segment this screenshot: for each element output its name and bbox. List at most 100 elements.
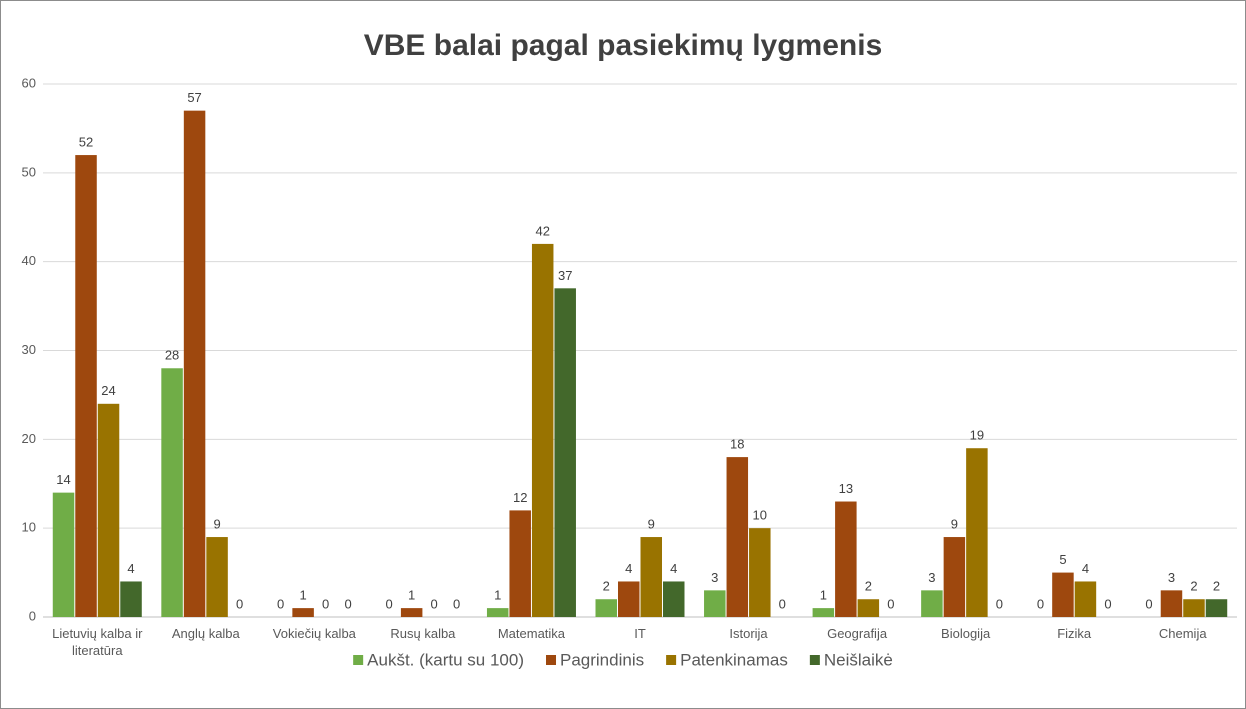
data-label: 3 bbox=[711, 570, 718, 585]
data-label: 0 bbox=[386, 596, 393, 611]
bar bbox=[1052, 572, 1074, 617]
y-tick-label: 0 bbox=[29, 608, 36, 623]
data-label: 2 bbox=[1213, 579, 1220, 594]
data-label: 1 bbox=[408, 588, 415, 603]
data-label: 24 bbox=[101, 383, 115, 398]
data-label: 42 bbox=[535, 223, 549, 238]
bar bbox=[1160, 590, 1183, 617]
bar bbox=[554, 288, 576, 617]
legend-label: Aukšt. (kartu su 100) bbox=[367, 650, 524, 669]
x-tick-label: Biologija bbox=[941, 626, 991, 641]
data-label: 0 bbox=[996, 596, 1003, 611]
x-tick-label: Rusų kalba bbox=[390, 626, 456, 641]
bar bbox=[1183, 599, 1205, 617]
legend-swatch bbox=[666, 655, 677, 665]
data-label: 9 bbox=[213, 516, 220, 531]
x-tick-label: Fizika bbox=[1057, 626, 1092, 641]
data-label: 0 bbox=[1037, 596, 1044, 611]
data-label: 0 bbox=[1145, 596, 1152, 611]
data-label: 18 bbox=[730, 437, 744, 452]
x-tick-label: Geografija bbox=[827, 626, 888, 641]
y-tick-label: 40 bbox=[22, 253, 36, 268]
data-label: 4 bbox=[127, 561, 134, 576]
bar bbox=[704, 590, 726, 617]
data-label: 19 bbox=[970, 428, 984, 443]
legend-label: Pagrindinis bbox=[560, 650, 644, 669]
data-label: 3 bbox=[1168, 570, 1175, 585]
data-label: 0 bbox=[779, 596, 786, 611]
bar bbox=[726, 457, 749, 617]
y-tick-label: 30 bbox=[22, 342, 36, 357]
data-label: 1 bbox=[299, 588, 306, 603]
bar bbox=[183, 110, 206, 618]
legend-swatch bbox=[353, 655, 364, 665]
data-label: 0 bbox=[1104, 596, 1111, 611]
data-label: 1 bbox=[820, 588, 827, 603]
data-label: 3 bbox=[928, 570, 935, 585]
x-tick-label: Anglų kalba bbox=[171, 626, 240, 641]
bar bbox=[1074, 581, 1097, 617]
data-label: 28 bbox=[165, 348, 179, 363]
bar bbox=[52, 492, 75, 617]
data-label: 14 bbox=[56, 472, 70, 487]
x-tick-label: Lietuvių kalba ir literatūra bbox=[52, 626, 143, 658]
bar bbox=[857, 599, 880, 617]
data-label: 0 bbox=[277, 596, 284, 611]
bar bbox=[97, 403, 120, 617]
data-label: 57 bbox=[187, 90, 201, 105]
legend-swatch bbox=[546, 655, 557, 665]
bar bbox=[812, 608, 835, 617]
bar bbox=[531, 243, 554, 617]
data-label: 0 bbox=[344, 596, 351, 611]
bar bbox=[509, 510, 531, 617]
x-tick-label: Vokiečių kalba bbox=[272, 626, 356, 641]
data-label: 2 bbox=[865, 579, 872, 594]
data-label: 4 bbox=[625, 561, 632, 576]
x-tick-label: Chemija bbox=[1158, 626, 1207, 641]
data-label: 4 bbox=[670, 561, 677, 576]
bar bbox=[966, 448, 988, 617]
data-label: 0 bbox=[236, 596, 243, 611]
legend-label: Patenkinamas bbox=[680, 650, 788, 669]
bar bbox=[921, 590, 943, 617]
x-tick-label: Matematika bbox=[497, 626, 566, 641]
data-label: 0 bbox=[431, 596, 438, 611]
data-label: 9 bbox=[648, 516, 655, 531]
y-tick-label: 50 bbox=[22, 164, 36, 179]
data-label: 0 bbox=[887, 596, 894, 611]
x-tick-label: Istorija bbox=[729, 626, 768, 641]
data-label: 10 bbox=[753, 508, 767, 523]
data-label: 2 bbox=[1190, 579, 1197, 594]
bar bbox=[663, 581, 685, 617]
bar bbox=[943, 537, 966, 617]
data-label: 1 bbox=[494, 588, 501, 603]
data-label: 4 bbox=[1082, 561, 1089, 576]
chart-title: VBE balai pagal pasiekimų lygmenis bbox=[364, 29, 883, 62]
bar bbox=[292, 608, 314, 617]
bar bbox=[640, 537, 662, 617]
data-label: 2 bbox=[603, 579, 610, 594]
x-tick-label: IT bbox=[634, 626, 646, 641]
bar bbox=[75, 155, 97, 618]
bar bbox=[835, 501, 857, 617]
bar bbox=[618, 581, 640, 617]
bar bbox=[749, 528, 771, 617]
data-label: 37 bbox=[558, 268, 572, 283]
legend-label: Neišlaikė bbox=[824, 650, 893, 669]
y-tick-label: 20 bbox=[22, 431, 36, 446]
data-label: 52 bbox=[79, 135, 93, 150]
data-label: 9 bbox=[951, 516, 958, 531]
y-tick-label: 60 bbox=[22, 75, 36, 90]
bar bbox=[120, 581, 142, 617]
data-label: 0 bbox=[453, 596, 460, 611]
bar bbox=[206, 537, 228, 617]
data-label: 0 bbox=[322, 596, 329, 611]
data-label: 13 bbox=[839, 481, 853, 496]
bar bbox=[161, 368, 183, 617]
bar bbox=[486, 608, 509, 617]
bar bbox=[400, 608, 423, 617]
data-label: 12 bbox=[513, 490, 527, 505]
y-tick-label: 10 bbox=[22, 520, 36, 535]
